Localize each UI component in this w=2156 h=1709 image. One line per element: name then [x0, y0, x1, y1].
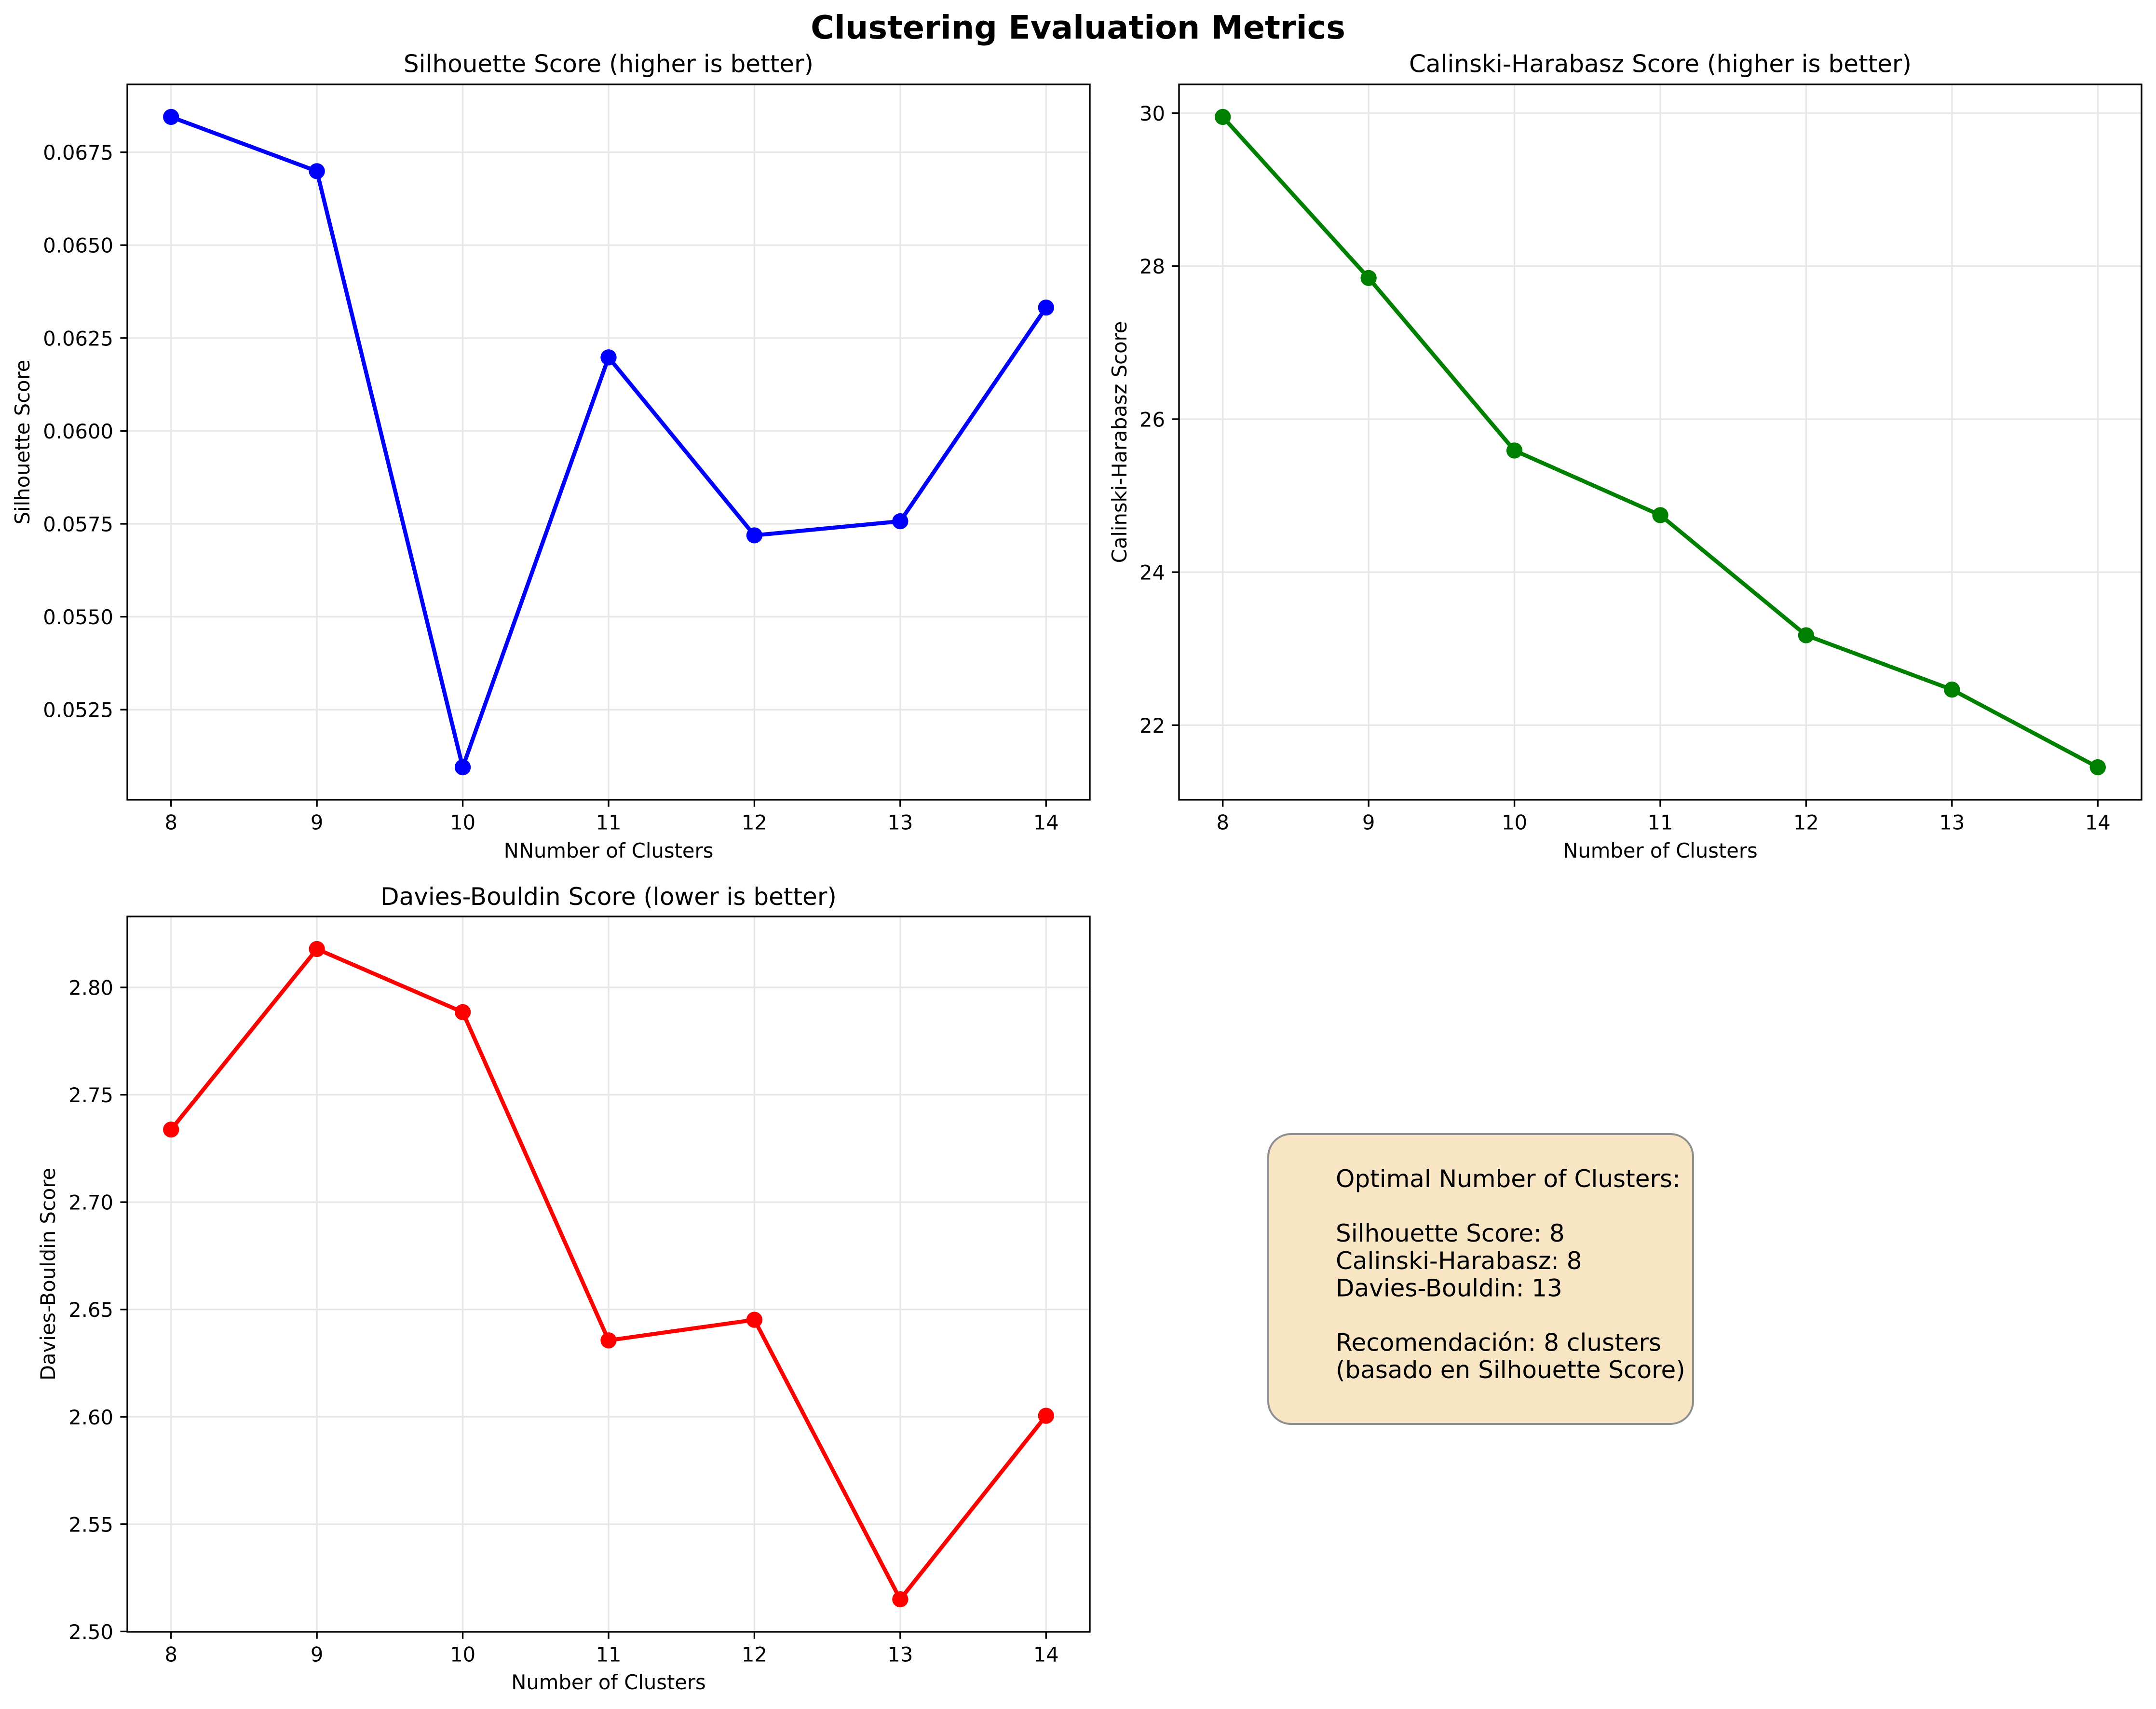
data-point-marker	[600, 1332, 617, 1349]
chart-davies: Davies-Bouldin Score (lower is better) N…	[36, 883, 1091, 1694]
data-point-marker	[1506, 442, 1523, 459]
y-tick-label: 2.75	[68, 1083, 113, 1107]
y-tick-label: 2.50	[68, 1620, 113, 1644]
data-point-marker	[163, 109, 179, 125]
x-axis-label: Number of Clusters	[1563, 839, 1758, 862]
chart-title: Silhouette Score (higher is better)	[404, 50, 814, 78]
x-tick-label: 12	[1793, 811, 1819, 834]
info-box-line: Recomendación: 8 clusters	[1336, 1329, 1661, 1357]
y-tick-label: 2.70	[68, 1191, 113, 1215]
data-point-marker	[454, 759, 471, 776]
x-tick-label: 9	[1362, 811, 1375, 834]
y-axis-label: Silhouette Score	[11, 360, 34, 525]
y-tick-label: 30	[1139, 102, 1165, 125]
data-point-marker	[600, 349, 617, 366]
y-axis-label: Calinski-Harabasz Score	[1108, 321, 1131, 563]
data-point-marker	[454, 1004, 471, 1020]
x-tick-label: 10	[450, 811, 475, 834]
info-box: Optimal Number of Clusters: Silhouette S…	[1267, 1133, 1694, 1425]
y-tick-label: 0.0575	[43, 512, 113, 536]
chart-calinski: Calinski-Harabasz Score (higher is bette…	[1108, 50, 2142, 862]
plot-area: 8 9 10 11 12 13 14 0.0525 0.0550 0.0575 0.0600 0.06…	[43, 83, 1091, 834]
info-box-line: Silhouette Score: 8	[1336, 1219, 1565, 1247]
x-axis-label: NNumber of Clusters	[504, 839, 714, 862]
y-tick-label: 26	[1139, 408, 1165, 431]
data-point-marker	[1944, 681, 1960, 698]
x-tick-label: 8	[164, 811, 177, 834]
data-point-marker	[1215, 109, 1231, 125]
data-point-marker	[1652, 507, 1668, 523]
info-box-line: Optimal Number of Clusters:	[1336, 1165, 1681, 1193]
y-tick-label: 2.80	[68, 976, 113, 1000]
data-point-marker	[1038, 299, 1054, 316]
y-tick-label: 0.0550	[43, 605, 113, 629]
data-point-marker	[1038, 1408, 1054, 1424]
x-tick-label: 14	[1033, 1643, 1059, 1667]
x-tick-label: 11	[1647, 811, 1673, 834]
plot-area: 8 9 10 11 12 13 14 22 24 26 28 30	[1139, 83, 2142, 834]
y-tick-label: 22	[1139, 714, 1165, 738]
plot-area: 8 9 10 11 12 13 14 2.50 2.55 2.60 2.65 2.70 2.75 2.80	[68, 916, 1091, 1667]
data-point-marker	[309, 163, 325, 179]
x-tick-label: 9	[311, 1643, 324, 1667]
y-tick-label: 0.0525	[43, 698, 113, 722]
info-box-line: Calinski-Harabasz: 8	[1336, 1247, 1582, 1275]
x-tick-label: 12	[742, 1643, 767, 1667]
x-tick-label: 14	[1033, 811, 1059, 834]
data-point-marker	[1798, 627, 1815, 643]
x-tick-label: 9	[311, 811, 324, 834]
x-tick-label: 12	[742, 811, 767, 834]
info-box-line: Davies-Bouldin: 13	[1336, 1274, 1562, 1302]
y-tick-label: 0.0675	[43, 141, 113, 164]
y-tick-label: 2.55	[68, 1513, 113, 1536]
chart-title: Davies-Bouldin Score (lower is better)	[380, 883, 837, 911]
x-tick-label: 10	[450, 1643, 475, 1667]
y-tick-label: 2.65	[68, 1298, 113, 1322]
y-tick-label: 0.0625	[43, 327, 113, 350]
x-axis-label: Number of Clusters	[511, 1670, 706, 1694]
y-axis-label: Davies-Bouldin Score	[36, 1168, 60, 1381]
x-tick-label: 8	[164, 1643, 177, 1667]
data-point-marker	[892, 513, 909, 530]
info-box-background	[1267, 1133, 1694, 1425]
x-tick-label: 13	[1939, 811, 1965, 834]
figure-title: Clustering Evaluation Metrics	[811, 9, 1345, 46]
y-tick-label: 2.60	[68, 1406, 113, 1429]
x-tick-label: 13	[887, 811, 913, 834]
data-point-marker	[163, 1121, 179, 1138]
x-tick-label: 8	[1216, 811, 1229, 834]
x-tick-label: 11	[596, 811, 621, 834]
y-tick-label: 28	[1139, 255, 1165, 278]
chart-silhouette: Silhouette Score (higher is better) NNum…	[11, 50, 1091, 862]
x-tick-label: 11	[596, 1643, 621, 1667]
data-point-marker	[1360, 270, 1377, 286]
y-tick-label: 0.0600	[43, 420, 113, 443]
data-point-marker	[2089, 759, 2106, 776]
x-tick-label: 14	[2085, 811, 2111, 834]
x-tick-label: 13	[887, 1643, 913, 1667]
chart-title: Calinski-Harabasz Score (higher is bette…	[1409, 50, 1912, 78]
data-point-marker	[892, 1591, 909, 1608]
data-point-marker	[309, 941, 325, 957]
y-tick-label: 24	[1139, 561, 1165, 585]
data-point-marker	[746, 1312, 763, 1328]
y-tick-label: 0.0650	[43, 234, 113, 258]
data-point-marker	[746, 527, 763, 544]
x-tick-label: 10	[1502, 811, 1527, 834]
info-box-line: (basado en Silhouette Score)	[1336, 1356, 1685, 1384]
